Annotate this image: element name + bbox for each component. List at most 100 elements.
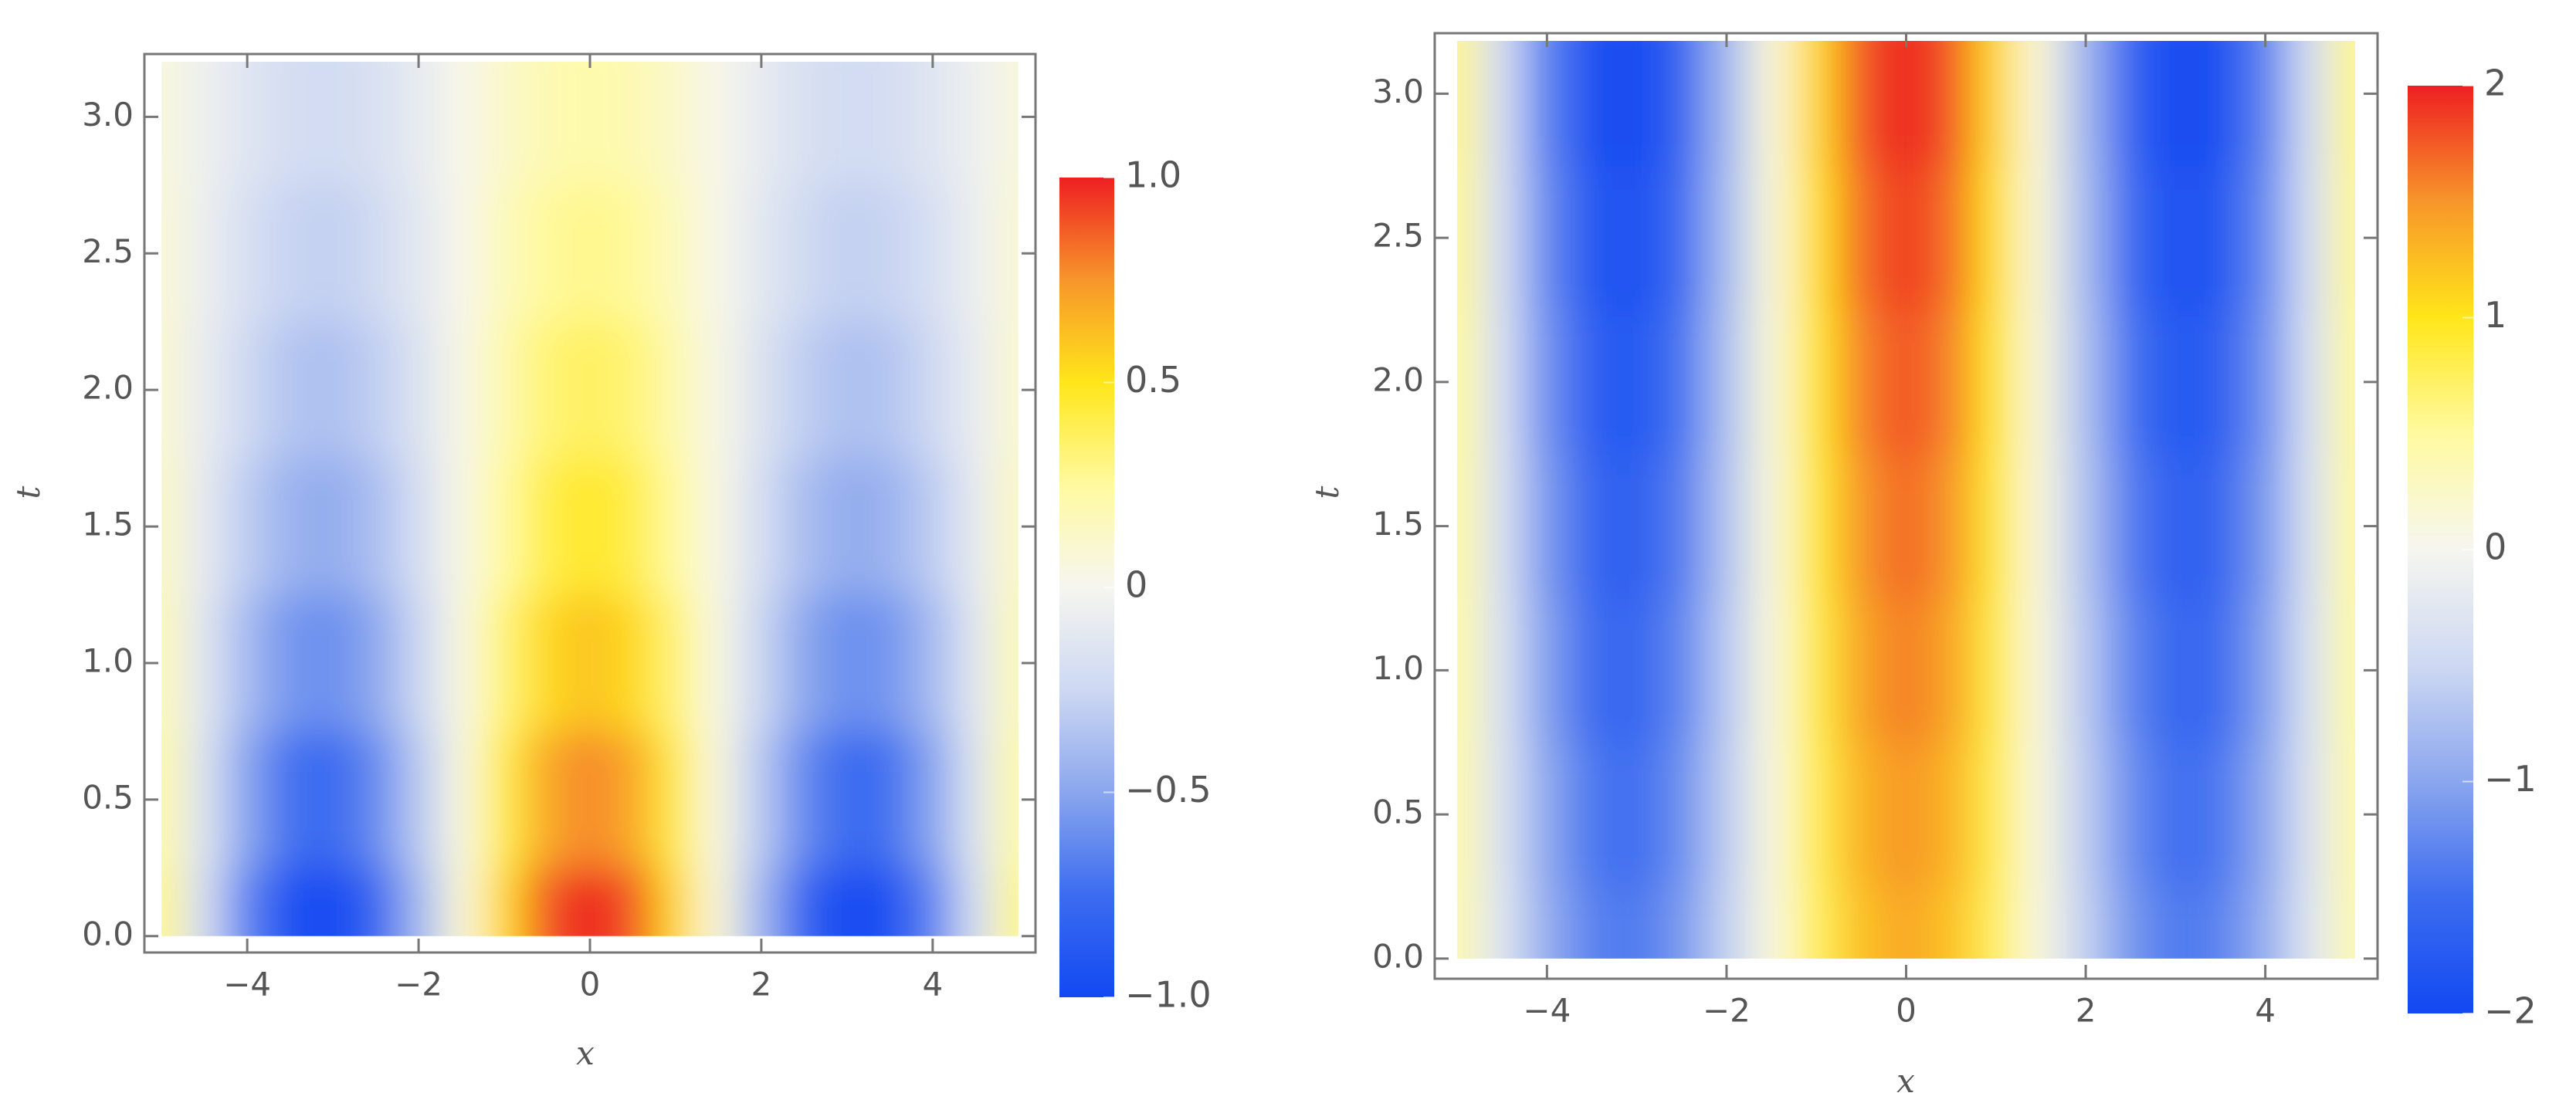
heatmap-cell	[1479, 885, 1526, 959]
heatmap-cell	[1568, 885, 1615, 959]
heatmap-cell	[1658, 41, 1705, 167]
heatmap-cell	[781, 457, 827, 596]
heatmap-cell	[610, 184, 656, 323]
heatmap-cell	[825, 867, 869, 936]
heatmap-cell	[653, 867, 698, 936]
heatmap-cell	[696, 867, 741, 936]
colorbar-tick-label: 0.5	[1125, 359, 1181, 401]
heatmap-cell	[482, 184, 527, 323]
heatmap-cell	[1613, 741, 1660, 888]
heatmap-cell	[524, 62, 570, 186]
y-tick-label: 2.5	[1372, 217, 1424, 255]
heatmap-cell	[2062, 41, 2110, 167]
heatmap-cell	[1457, 885, 1481, 959]
heatmap-cell	[2331, 164, 2355, 311]
heatmap-cell	[1524, 453, 1571, 600]
colorbar-tick-label: 1	[2484, 294, 2507, 336]
x-tick-label: −4	[1523, 992, 1571, 1030]
heatmap-cell	[161, 730, 184, 869]
heatmap-cell	[610, 320, 656, 459]
heatmap-cell	[1658, 453, 1705, 600]
x-tick-label: 2	[751, 966, 772, 1003]
heatmap-cell	[181, 867, 227, 936]
heatmap-cell	[310, 184, 355, 323]
x-tick-label: 0	[580, 966, 601, 1003]
heatmap-cell	[1927, 164, 1974, 311]
heatmap-cell	[2017, 597, 2064, 743]
heatmap-cell	[1883, 885, 1930, 959]
heatmap-cell	[1613, 885, 1660, 959]
heatmap-cell	[953, 867, 998, 936]
heatmap-cell	[739, 457, 784, 596]
heatmap-cell	[1793, 453, 1840, 600]
heatmap-cell	[2286, 885, 2334, 959]
heatmap-cell	[1793, 597, 1840, 743]
plot: −4 −2 0 2 4 0.0 0.5 1.0 1.5 2.0 2.5 3.0 x t 2 1 0 −1 −2	[1308, 32, 2537, 1100]
heatmap-cell	[610, 62, 656, 186]
heatmap-cell	[781, 594, 827, 733]
heatmap-cell	[1524, 885, 1571, 959]
heatmap-cell	[1793, 885, 1840, 959]
heatmap-cell	[482, 62, 527, 186]
heatmap-cell	[2286, 453, 2334, 600]
heatmap-cell	[1568, 597, 1615, 743]
heatmap-cell	[267, 594, 313, 733]
heatmap-cell	[653, 62, 698, 186]
heatmap-cell	[867, 320, 913, 459]
heatmap-cell	[1658, 741, 1705, 888]
heatmap	[161, 62, 1019, 936]
heatmap-cell	[2017, 164, 2064, 311]
heatmap-cell	[310, 457, 355, 596]
heatmap-cell	[396, 184, 441, 323]
heatmap-cells	[161, 62, 1019, 936]
x-tick-label: 4	[922, 966, 943, 1003]
heatmap-cell	[2107, 741, 2154, 888]
heatmap-cell	[310, 62, 355, 186]
heatmap-cell	[1927, 741, 1974, 888]
heatmap-cell	[1703, 597, 1750, 743]
heatmap-cell	[1748, 597, 1795, 743]
heatmap-cell	[310, 320, 355, 459]
heatmap-cell	[267, 867, 313, 936]
heatmap-cell	[161, 457, 184, 596]
heatmap-cell	[1838, 309, 1885, 455]
heatmap-cell	[2331, 885, 2355, 959]
heatmap-cell	[1927, 309, 1974, 455]
heatmap-cell	[1524, 164, 1571, 311]
heatmap-cell	[396, 730, 441, 869]
heatmap-cell	[161, 594, 184, 733]
heatmap-cell	[1972, 309, 2019, 455]
heatmap-cell	[610, 730, 656, 869]
heatmap-cell	[867, 457, 913, 596]
heatmap-cell	[353, 594, 398, 733]
heatmap-cell	[653, 320, 698, 459]
heatmap-cell	[953, 62, 998, 186]
heatmap-cell	[396, 457, 441, 596]
heatmap-cell	[1793, 164, 1840, 311]
heatmap-cell	[482, 867, 527, 936]
heatmap-cell	[1613, 164, 1660, 311]
heatmap-cell	[1838, 741, 1885, 888]
heatmap-cell	[781, 730, 827, 869]
heatmap-cell	[653, 730, 698, 869]
heatmap-cell	[1703, 41, 1750, 167]
heatmap-cell	[1703, 164, 1750, 311]
heatmap-cell	[2107, 41, 2154, 167]
heatmap-cell	[225, 62, 269, 186]
y-tick-label: 0.5	[1372, 793, 1424, 831]
heatmap-cell	[739, 320, 784, 459]
heatmap-cell	[524, 184, 570, 323]
heatmap-cell	[653, 594, 698, 733]
heatmap-cell	[1793, 741, 1840, 888]
heatmap-cell	[1479, 741, 1526, 888]
heatmap-cell	[1883, 453, 1930, 600]
heatmap-cell	[439, 730, 484, 869]
heatmap-cell	[1479, 453, 1526, 600]
heatmap-cell	[867, 62, 913, 186]
x-tick-label: −2	[395, 966, 442, 1003]
heatmap-cell	[867, 594, 913, 733]
heatmap-cell	[2017, 885, 2064, 959]
heatmap-cell	[1748, 309, 1795, 455]
heatmap-cell	[1613, 597, 1660, 743]
